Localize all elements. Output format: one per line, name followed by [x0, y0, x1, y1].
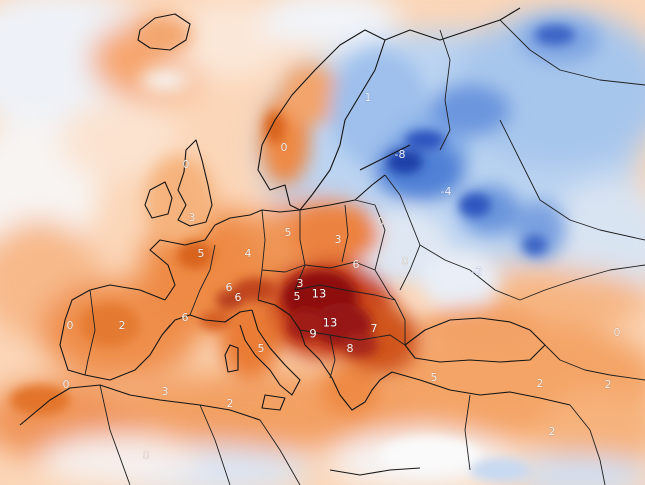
- anomaly-field-fine: [10, 25, 575, 482]
- value-label-portugal-0: 0: [67, 319, 74, 332]
- value-label-caspian-0: 0: [614, 326, 621, 339]
- value-label-bulgaria-8: 8: [347, 342, 354, 355]
- value-label-russia-minus2: -2: [472, 265, 483, 278]
- value-label-croatia-9: 9: [309, 327, 316, 341]
- value-label-east-2: 2: [605, 378, 612, 391]
- value-label-france-5: 5: [198, 247, 205, 260]
- value-label-north-africa-0: 0: [143, 449, 150, 462]
- value-label-italy-6: 6: [235, 291, 242, 304]
- value-label-uk-3: 3: [189, 211, 196, 224]
- value-label-russia-minus8: -8: [395, 148, 406, 161]
- value-label-austria-3: 3: [297, 277, 304, 290]
- value-label-russia-minus4: -4: [441, 185, 452, 198]
- value-label-serbia-13: 13: [323, 316, 338, 330]
- value-label-switzerland-6: 6: [226, 281, 233, 294]
- value-label-poland-3: 3: [335, 233, 342, 246]
- value-label-uk-0: 0: [183, 158, 190, 171]
- value-label-turkey-5: 5: [431, 371, 438, 384]
- value-label-finland-1: 1: [365, 91, 372, 104]
- value-label-med-2: 2: [227, 397, 234, 410]
- value-label-levant-2: 2: [549, 425, 556, 438]
- value-label-france-6: 6: [182, 311, 189, 324]
- value-label-czech-5: 5: [285, 226, 292, 239]
- value-label-alps-5: 5: [294, 290, 301, 303]
- value-label-ukraine-6: 6: [353, 258, 360, 271]
- value-label-italy-5: 5: [258, 342, 265, 355]
- value-label-ukraine-0: 0: [402, 255, 409, 268]
- value-label-germany-4: 4: [245, 247, 252, 260]
- value-label-romania-7: 7: [371, 322, 378, 335]
- value-label-norway-0: 0: [281, 141, 288, 154]
- value-label-turkey-2: 2: [537, 377, 544, 390]
- value-label-med-3: 3: [162, 385, 169, 398]
- value-label-belarus-0: 0: [378, 215, 385, 228]
- country-borders: [84, 19, 645, 485]
- value-label-spain-2: 2: [119, 319, 126, 332]
- value-label-hungary-13: 13: [312, 287, 327, 301]
- value-label-morocco-0: 0: [63, 378, 70, 391]
